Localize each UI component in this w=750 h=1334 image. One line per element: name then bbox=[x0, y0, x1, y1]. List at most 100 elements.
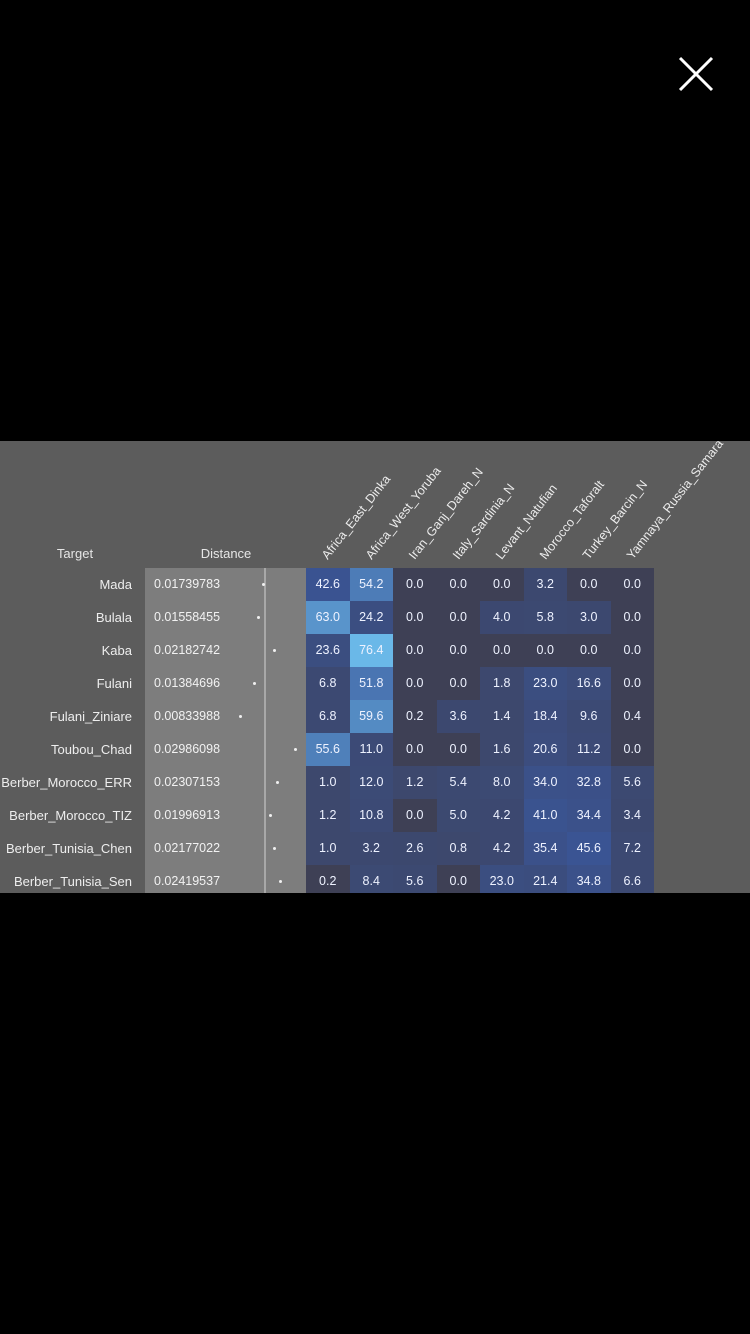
target-label: Berber_Morocco_ERR bbox=[1, 775, 132, 790]
table-row: Berber_Tunisia_Sen 0.02419537 0.2 8.4 5.6 0.0… bbox=[0, 865, 750, 893]
target-label: Berber_Tunisia_Sen bbox=[13, 874, 132, 889]
heatmap-cell: 23.0 bbox=[523, 667, 567, 700]
heatmap-cell: 32.8 bbox=[567, 766, 611, 799]
heatmap-cell: 0.0 bbox=[610, 733, 654, 766]
heatmap-cell: 3.6 bbox=[436, 700, 480, 733]
heatmap-cell: 1.6 bbox=[480, 733, 524, 766]
close-button[interactable] bbox=[672, 50, 720, 98]
distance-value: 0.00833988 bbox=[154, 709, 221, 723]
target-label: Berber_Tunisia_Chen bbox=[6, 841, 132, 856]
heatmap-cell: 0.0 bbox=[436, 634, 480, 667]
distance-band bbox=[145, 568, 306, 893]
target-label: Berber_Morocco_TIZ bbox=[9, 808, 132, 823]
heatmap-cell: 0.0 bbox=[567, 634, 611, 667]
distance-dot bbox=[273, 847, 277, 850]
heatmap-cell: 3.2 bbox=[523, 568, 567, 601]
heatmap-cell: 0.8 bbox=[436, 832, 480, 865]
target-header: Target bbox=[56, 546, 94, 561]
table-row: Berber_Morocco_ERR 0.02307153 1.0 12.0 1.2 5.… bbox=[0, 766, 750, 799]
heatmap-cell: 0.2 bbox=[306, 865, 350, 893]
heatmap-cell: 6.8 bbox=[306, 667, 350, 700]
distance-dot bbox=[262, 583, 266, 586]
heatmap-cell: 0.0 bbox=[610, 601, 654, 634]
admixture-table-image: Target Distance Africa_East_Dinka Africa_… bbox=[0, 441, 750, 893]
heatmap-cell: 0.0 bbox=[610, 667, 654, 700]
heatmap-cell: 1.8 bbox=[480, 667, 524, 700]
distance-dot bbox=[253, 682, 257, 685]
heatmap-cell: 10.8 bbox=[349, 799, 393, 832]
table-row: Fulani_Ziniare 0.00833988 6.8 59.6 0.2 3.6 1.4… bbox=[0, 700, 750, 733]
heatmap-cell: 4.2 bbox=[480, 832, 524, 865]
heatmap-cell: 34.4 bbox=[567, 799, 611, 832]
column-header: Iran_Ganj_Dareh_N bbox=[405, 465, 486, 562]
column-header: Africa_West_Yoruba bbox=[362, 464, 444, 562]
target-label: Bulala bbox=[95, 610, 132, 625]
heatmap-cell: 51.8 bbox=[349, 667, 393, 700]
target-label: Toubou_Chad bbox=[51, 742, 132, 757]
heatmap-cell: 0.0 bbox=[436, 667, 480, 700]
column-header: Yamnaya_Russia_Samara bbox=[623, 441, 726, 562]
heatmap-cell: 11.2 bbox=[567, 733, 611, 766]
distance-dot bbox=[268, 814, 272, 817]
heatmap-cell: 7.2 bbox=[610, 832, 654, 865]
table-row: Fulani 0.01384696 6.8 51.8 0.0 0.0 1.8 23.0 16.6… bbox=[0, 667, 750, 700]
distance-header: Distance bbox=[200, 546, 252, 561]
heatmap-cell: 5.8 bbox=[523, 601, 567, 634]
distance-dot bbox=[276, 781, 280, 784]
heatmap-cell: 35.4 bbox=[523, 832, 567, 865]
distance-value: 0.02419537 bbox=[154, 874, 221, 888]
table-row: Berber_Morocco_TIZ 0.01996913 1.2 10.8 0.0 5.… bbox=[0, 799, 750, 832]
heatmap-cell: 23.6 bbox=[306, 634, 350, 667]
heatmap-cell: 3.4 bbox=[610, 799, 654, 832]
heatmap-cell: 0.0 bbox=[393, 799, 437, 832]
heatmap-cell: 1.2 bbox=[393, 766, 437, 799]
target-label: Kaba bbox=[101, 643, 132, 658]
close-icon bbox=[678, 56, 714, 92]
heatmap-cell: 0.0 bbox=[393, 568, 437, 601]
heatmap-cell: 8.4 bbox=[349, 865, 393, 893]
heatmap-cell: 4.2 bbox=[480, 799, 524, 832]
heatmap-cell: 0.0 bbox=[436, 865, 480, 893]
heatmap-cell: 11.0 bbox=[349, 733, 393, 766]
distance-dot bbox=[273, 649, 277, 652]
heatmap-cell: 21.4 bbox=[523, 865, 567, 893]
distance-axis bbox=[264, 568, 266, 893]
heatmap-cell: 23.0 bbox=[480, 865, 524, 893]
distance-value: 0.01739783 bbox=[154, 577, 221, 591]
heatmap-cell: 6.8 bbox=[306, 700, 350, 733]
heatmap-cell: 6.6 bbox=[610, 865, 654, 893]
heatmap-cell: 12.0 bbox=[349, 766, 393, 799]
table-row: Bulala 0.01558455 63.0 24.2 0.0 0.0 4.0 5.8 3.0 0… bbox=[0, 601, 750, 634]
heatmap-cell: 9.6 bbox=[567, 700, 611, 733]
heatmap-cell: 45.6 bbox=[567, 832, 611, 865]
heatmap-cell: 1.2 bbox=[306, 799, 350, 832]
target-label: Mada bbox=[99, 577, 132, 592]
heatmap-cell: 0.0 bbox=[610, 634, 654, 667]
heatmap-cell: 18.4 bbox=[523, 700, 567, 733]
distance-dot bbox=[257, 616, 261, 619]
heatmap-cell: 24.2 bbox=[349, 601, 393, 634]
distance-value: 0.02177022 bbox=[154, 841, 221, 855]
heatmap-cell: 59.6 bbox=[349, 700, 393, 733]
table-row: Kaba 0.02182742 23.6 76.4 0.0 0.0 0.0 0.0 0.0 0.0 bbox=[0, 634, 750, 667]
target-label: Fulani bbox=[96, 676, 132, 691]
heatmap-cell: 0.0 bbox=[480, 634, 524, 667]
heatmap-cell: 0.4 bbox=[610, 700, 654, 733]
distance-value: 0.01558455 bbox=[154, 610, 221, 624]
heatmap-cell: 5.0 bbox=[436, 799, 480, 832]
distance-value: 0.02307153 bbox=[154, 775, 221, 789]
heatmap-cell: 0.0 bbox=[523, 634, 567, 667]
heatmap-cell: 55.6 bbox=[306, 733, 350, 766]
distance-value: 0.01384696 bbox=[154, 676, 221, 690]
heatmap-cell: 2.6 bbox=[393, 832, 437, 865]
heatmap-cell: 1.0 bbox=[306, 832, 350, 865]
heatmap-cell: 1.0 bbox=[306, 766, 350, 799]
heatmap-cell: 63.0 bbox=[306, 601, 350, 634]
heatmap-cell: 5.4 bbox=[436, 766, 480, 799]
table-row: Mada 0.01739783 42.6 54.2 0.0 0.0 0.0 3.2 0.0 0.0 bbox=[0, 568, 750, 601]
heatmap-cell: 0.0 bbox=[436, 601, 480, 634]
heatmap-cell: 34.0 bbox=[523, 766, 567, 799]
heatmap-cell: 54.2 bbox=[349, 568, 393, 601]
distance-value: 0.02182742 bbox=[154, 643, 221, 657]
heatmap-cell: 8.0 bbox=[480, 766, 524, 799]
